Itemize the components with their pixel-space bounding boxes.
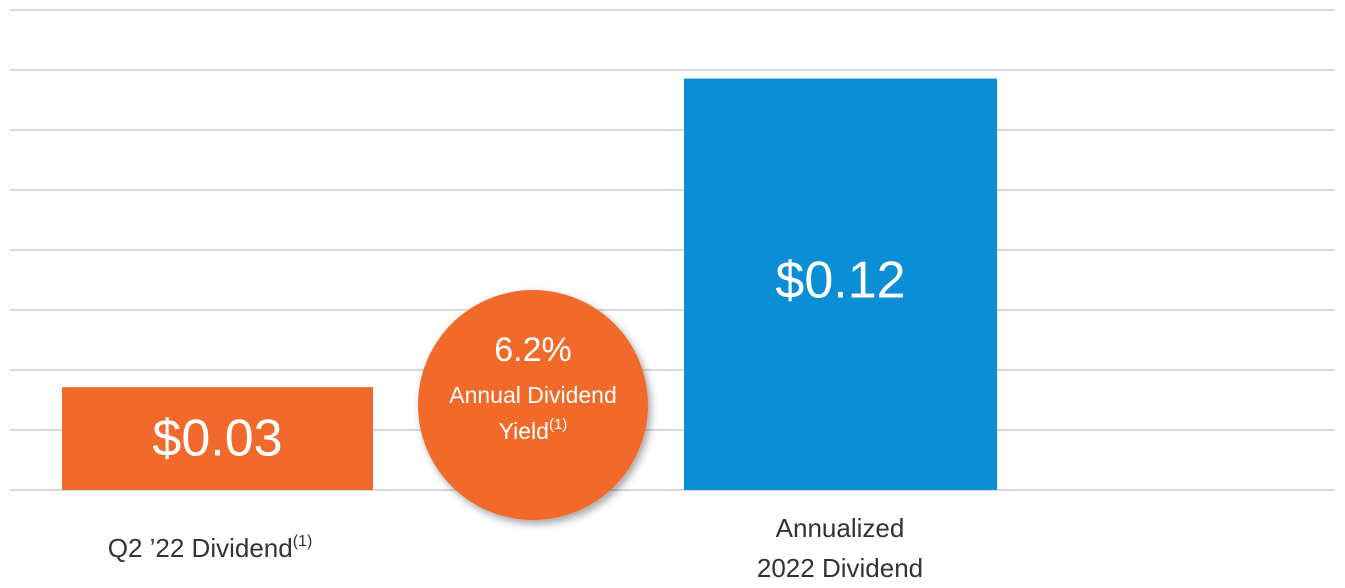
value-label: $0.12 [775, 251, 905, 309]
yield-value: 6.2% [494, 331, 572, 369]
yield-text: Yield(1) [499, 416, 568, 444]
category-text: 2022 Dividend [757, 553, 923, 583]
category-text: Annualized [776, 513, 905, 543]
category-text: Q2 ’22 Dividend [108, 533, 293, 563]
footnote-marker: (1) [293, 533, 313, 550]
yield-line: Annual Dividend [449, 382, 617, 408]
bar [684, 78, 997, 491]
x-tick-label: Q2 ’22 Dividend(1) [108, 533, 313, 563]
yield-circle [418, 290, 648, 520]
yield-text: Annual Dividend [449, 382, 617, 408]
yield-line: Yield [499, 418, 549, 444]
footnote-marker: (1) [549, 416, 567, 433]
x-tick-label: 2022 Dividend [757, 553, 923, 583]
x-tick-label: Annualized [776, 513, 905, 543]
bar [62, 387, 373, 490]
value-label: $0.03 [152, 409, 282, 467]
